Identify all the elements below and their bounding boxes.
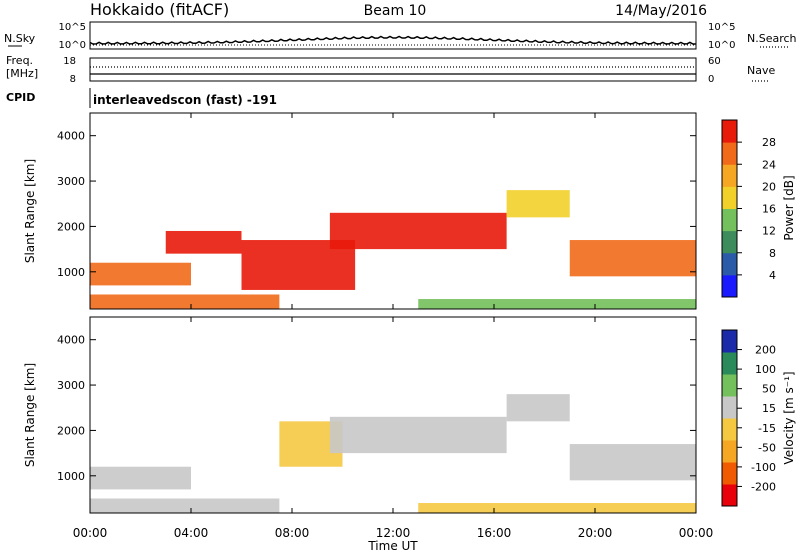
colorbar-cell xyxy=(722,186,737,209)
colorbar-cell xyxy=(722,462,737,485)
beam-title: Beam 10 xyxy=(364,3,427,19)
power-data-cells xyxy=(90,190,696,309)
data-cell xyxy=(569,444,696,481)
x-tick-label: 12:00 xyxy=(376,526,411,540)
data-cell xyxy=(165,230,242,254)
cpid-panel: CPID interleavedscon (fast) -191 xyxy=(6,88,277,108)
colorbar-tick-label: 8 xyxy=(769,247,776,260)
frequency-panel: Freq. [MHz] 18 8 60 0 Nave xyxy=(6,54,775,85)
velocity-y-axis-ticks: 1000 2000 3000 4000 xyxy=(57,334,696,483)
colorbar-cell xyxy=(722,418,737,441)
colorbar-tick-label: 24 xyxy=(762,158,776,171)
noise-right-tick-bottom: 10^0 xyxy=(708,40,735,51)
y-tick-label: 3000 xyxy=(57,379,85,392)
colorbar-tick-label: 50 xyxy=(762,383,776,396)
colorbar-cell xyxy=(722,164,737,187)
data-cell xyxy=(90,262,191,286)
data-cell xyxy=(506,190,570,218)
freq-label-line2: [MHz] xyxy=(6,67,38,80)
nave-right-tick-top: 60 xyxy=(708,56,721,67)
power-colorbar-ticks: 4 8 12 16 20 24 28 xyxy=(737,136,776,282)
data-cell xyxy=(90,498,280,513)
velocity-colorbar-title: Velocity [m s⁻¹] xyxy=(782,371,796,464)
x-tick-label: 00:00 xyxy=(679,526,714,540)
x-tick-label: 20:00 xyxy=(578,526,613,540)
colorbar-cell xyxy=(722,142,737,165)
colorbar-tick-label: 20 xyxy=(762,180,776,193)
data-cell xyxy=(90,294,280,309)
power-y-axis-title: Slant Range [km] xyxy=(23,159,37,263)
velocity-data-cells xyxy=(90,394,696,513)
noise-right-label: N.Search xyxy=(747,32,797,45)
colorbar-tick-label: -15 xyxy=(758,422,776,435)
colorbar-cell xyxy=(722,484,737,507)
velocity-colorbar-ticks: -200 -100 -50 -15 15 50 100 200 xyxy=(737,344,776,493)
colorbar-cell xyxy=(722,208,737,232)
power-colorbar: 4 8 12 16 20 24 28 Power [dB] xyxy=(721,119,796,298)
velocity-colorbar: -200 -100 -50 -15 15 50 100 200 Velocity [m s⁻¹… xyxy=(721,329,796,507)
colorbar-tick-label: -200 xyxy=(751,480,776,493)
colorbar-cell xyxy=(722,252,737,276)
cpid-value: interleavedscon (fast) -191 xyxy=(93,93,277,107)
power-colorbar-title: Power [dB] xyxy=(782,175,796,240)
colorbar-cell xyxy=(722,352,737,375)
y-tick-label: 3000 xyxy=(57,175,85,188)
data-cell xyxy=(90,466,191,490)
freq-label-line1: Freq. xyxy=(6,54,33,67)
x-tick-label: 08:00 xyxy=(275,526,310,540)
colorbar-tick-label: -100 xyxy=(751,461,776,474)
y-tick-label: 1000 xyxy=(57,470,85,483)
x-axis-ticks: 00:00 04:00 08:00 12:00 16:00 20:00 00:00 xyxy=(73,113,714,540)
y-tick-label: 2000 xyxy=(57,220,85,233)
data-cell xyxy=(418,503,696,513)
noise-left-label: N.Sky xyxy=(4,32,36,45)
x-tick-label: 00:00 xyxy=(73,526,108,540)
data-cell xyxy=(329,416,507,454)
nave-right-tick-bottom: 0 xyxy=(708,74,714,85)
data-cell xyxy=(569,240,696,277)
colorbar-cell xyxy=(722,120,737,143)
colorbar-cell xyxy=(722,330,737,353)
colorbar-tick-label: 16 xyxy=(762,203,776,216)
colorbar-tick-label: 100 xyxy=(755,363,776,376)
velocity-panel: 1000 2000 3000 4000 Slant Range [km] xyxy=(23,316,697,514)
date-title: 14/May/2016 xyxy=(615,3,707,19)
noise-trace-line xyxy=(89,35,696,45)
x-tick-label: 04:00 xyxy=(174,526,209,540)
y-tick-label: 2000 xyxy=(57,424,85,437)
colorbar-tick-label: -50 xyxy=(758,441,776,454)
colorbar-cell xyxy=(722,374,737,397)
velocity-y-axis-title: Slant Range [km] xyxy=(23,363,37,467)
x-axis-title: Time UT xyxy=(367,539,418,553)
colorbar-tick-label: 4 xyxy=(769,269,776,282)
y-tick-label: 4000 xyxy=(57,334,85,347)
colorbar-tick-label: 200 xyxy=(755,344,776,357)
colorbar-tick-label: 12 xyxy=(762,225,776,238)
x-tick-label: 16:00 xyxy=(477,526,512,540)
noise-panel: N.Sky 10^5 10^0 10^5 10^0 N.Search xyxy=(4,21,797,51)
data-cell xyxy=(506,394,570,422)
freq-left-tick-top: 18 xyxy=(63,56,76,67)
data-cell xyxy=(329,212,507,250)
y-tick-label: 1000 xyxy=(57,266,85,279)
noise-left-tick-bottom: 10^0 xyxy=(59,40,86,51)
power-y-axis-ticks: 1000 2000 3000 4000 xyxy=(57,130,696,279)
cpid-label: CPID xyxy=(6,91,35,104)
noise-left-tick-top: 10^5 xyxy=(59,22,86,33)
noise-sky-trace xyxy=(89,35,696,45)
noise-right-tick-top: 10^5 xyxy=(708,22,735,33)
colorbar-cell xyxy=(722,230,737,254)
power-panel: 1000 2000 3000 4000 Slant Range [km] xyxy=(23,112,697,310)
colorbar-cell xyxy=(722,274,737,298)
y-tick-label: 4000 xyxy=(57,130,85,143)
station-title: Hokkaido (fitACF) xyxy=(90,0,229,19)
data-cell xyxy=(418,299,696,309)
colorbar-tick-label: 15 xyxy=(762,402,776,415)
colorbar-cell xyxy=(722,440,737,463)
freq-left-tick-bottom: 8 xyxy=(70,74,76,85)
nave-label: Nave xyxy=(747,64,775,77)
colorbar-tick-label: 28 xyxy=(762,136,776,149)
colorbar-cell xyxy=(722,396,737,419)
